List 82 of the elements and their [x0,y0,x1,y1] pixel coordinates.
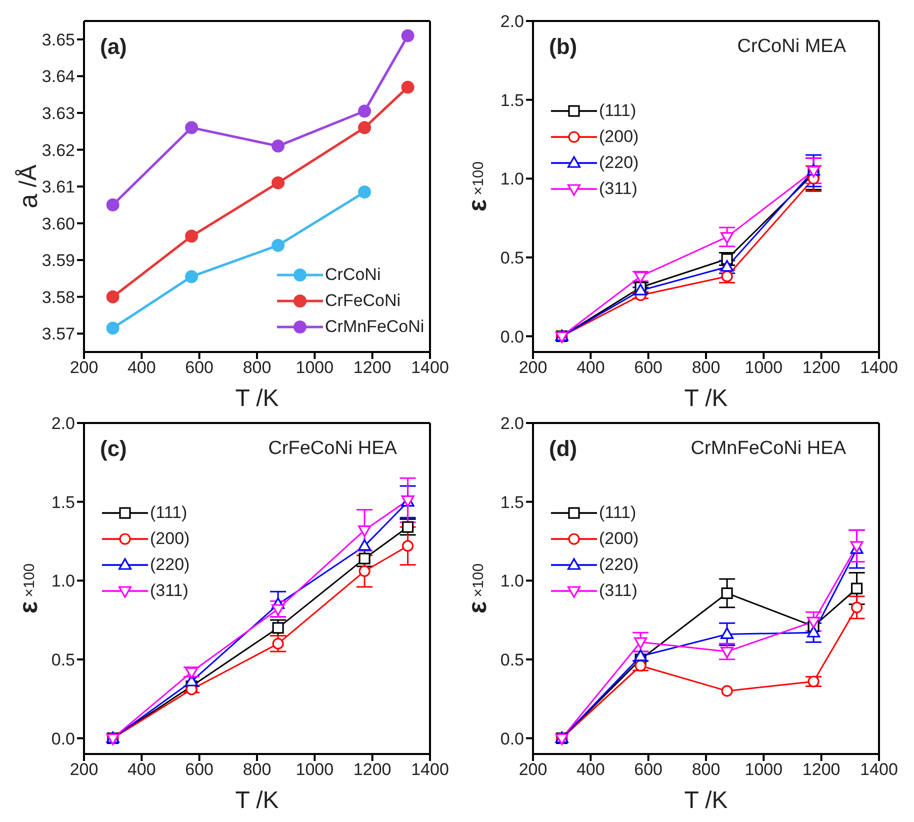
y-tick-label: 1.5 [500,90,524,110]
legend-label: (200) [150,529,190,549]
y-tick-label: 3.61 [42,178,75,197]
y-tick-label: 0.0 [500,729,524,748]
y-tick-label: 3.57 [42,324,75,344]
y-tick-label: 2.0 [500,12,524,32]
x-tick-label: 600 [185,358,214,378]
x-tick-label: 200 [70,760,98,780]
legend-label: CrFeCoNi [325,291,401,311]
x-tick-label: 1400 [860,760,898,780]
y-tick-label: 1.0 [500,170,524,189]
annotation: CrFeCoNi HEA [268,438,397,460]
x-tick-label: 1400 [411,760,449,780]
legend-label: (220) [150,555,190,575]
x-tick-label: 1400 [860,358,898,378]
y-tick-label: 1.5 [500,492,524,512]
y-tick-label: 2.0 [51,414,75,434]
y-axis-title: a /Å [12,164,43,208]
legend-label: (200) [599,127,639,147]
y-tick-label: 0.5 [500,650,524,670]
x-axis-title: T /K [684,787,728,814]
x-tick-label: 800 [242,760,272,780]
y-tick-label: 3.58 [42,288,75,307]
x-tick-label: 800 [242,358,272,378]
annotation: (b) [549,34,578,60]
annotation: (d) [549,436,578,462]
y-axis-title: ε×100 [462,563,492,614]
annotation: (c) [100,436,127,462]
legend-label: CrMnFeCoNi [325,317,424,337]
legend-label: (111) [599,101,636,121]
x-tick-label: 800 [692,358,720,378]
x-tick-label: 1400 [411,358,449,378]
x-tick-label: 1000 [296,358,334,378]
x-tick-label: 1000 [744,358,783,378]
y-tick-label: 3.63 [42,104,75,123]
legend-label: CrCoNi [325,265,381,285]
legend-label: (311) [150,581,188,601]
x-tick-label: 400 [576,760,605,780]
x-tick-label: 200 [70,358,98,378]
y-tick-label: 3.65 [42,30,75,50]
y-axis-title: ε×100 [462,161,492,212]
legend-label: (200) [599,529,639,549]
y-tick-label: 0.0 [51,729,75,748]
y-tick-label: 2.0 [500,414,524,434]
x-axis-title: T /K [235,385,279,412]
x-tick-label: 1000 [744,760,783,780]
x-tick-label: 400 [127,358,156,378]
y-tick-label: 3.64 [42,67,75,86]
legend-label: (220) [599,153,639,173]
y-tick-label: 1.0 [500,572,524,591]
x-tick-label: 200 [518,358,548,378]
x-tick-label: 600 [634,358,663,378]
legend-label: (111) [599,503,636,523]
x-axis-title: T /K [235,787,279,814]
legend-label: (111) [150,503,188,523]
y-axis-title: ε×100 [12,563,43,614]
x-tick-label: 800 [692,760,720,780]
legend-label: (311) [599,581,638,601]
legend-label: (311) [599,179,638,199]
y-tick-label: 3.62 [42,140,75,160]
y-tick-label: 1.5 [51,492,75,512]
x-tick-label: 400 [576,358,605,378]
y-tick-label: 1.0 [51,572,75,591]
x-tick-label: 1200 [802,760,840,780]
y-tick-label: 0.5 [500,248,524,268]
x-axis-title: T /K [684,385,728,412]
y-tick-label: 3.59 [42,251,75,270]
x-tick-label: 1200 [353,358,392,378]
x-tick-label: 1000 [296,760,334,780]
y-tick-label: 0.5 [51,650,75,670]
x-tick-label: 1200 [353,760,392,780]
legend-label: (220) [599,555,639,575]
y-tick-label: 0.0 [500,327,524,346]
x-tick-label: 1200 [802,358,840,378]
y-tick-label: 3.60 [42,214,75,234]
x-tick-label: 200 [518,760,548,780]
annotation: CrCoNi MEA [737,36,846,58]
x-tick-label: 400 [127,760,156,780]
x-tick-label: 600 [185,760,214,780]
annotation: CrMnFeCoNi HEA [690,438,846,460]
x-tick-label: 600 [634,760,663,780]
annotation: (a) [100,34,127,60]
